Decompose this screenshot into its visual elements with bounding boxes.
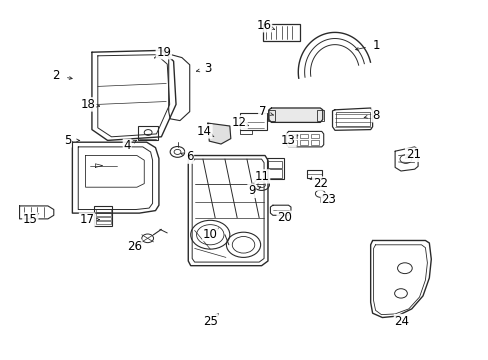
Bar xyxy=(94,206,112,226)
Bar xyxy=(268,161,281,168)
Text: 6: 6 xyxy=(185,150,193,163)
Text: 5: 5 xyxy=(63,134,71,147)
Text: 9: 9 xyxy=(247,184,255,197)
Text: 1: 1 xyxy=(372,39,380,51)
Bar xyxy=(96,213,110,216)
Text: 7: 7 xyxy=(258,105,266,118)
Bar xyxy=(263,24,299,41)
Text: 8: 8 xyxy=(371,109,379,122)
Bar xyxy=(267,110,275,121)
Text: 12: 12 xyxy=(232,116,246,129)
Bar xyxy=(268,169,281,178)
Bar xyxy=(266,158,283,179)
Text: 16: 16 xyxy=(256,19,271,32)
Text: 3: 3 xyxy=(203,62,211,75)
Bar xyxy=(239,130,251,134)
Text: 18: 18 xyxy=(81,98,95,111)
Bar xyxy=(300,134,307,138)
Bar xyxy=(96,209,110,212)
Bar xyxy=(310,134,318,138)
Text: 15: 15 xyxy=(23,213,38,226)
Text: 11: 11 xyxy=(254,170,269,183)
Text: 2: 2 xyxy=(52,69,60,82)
Bar xyxy=(310,140,318,145)
Text: 26: 26 xyxy=(127,240,142,253)
Bar xyxy=(336,112,369,126)
Text: 21: 21 xyxy=(405,148,420,161)
Text: 20: 20 xyxy=(277,211,291,224)
Bar xyxy=(300,140,307,145)
Text: 4: 4 xyxy=(123,139,131,152)
Text: 17: 17 xyxy=(80,213,94,226)
Text: 10: 10 xyxy=(203,228,217,240)
Bar xyxy=(239,113,266,130)
Polygon shape xyxy=(268,108,322,122)
Text: 22: 22 xyxy=(312,177,327,190)
Text: 24: 24 xyxy=(394,315,408,328)
Text: 23: 23 xyxy=(321,193,335,206)
Text: 14: 14 xyxy=(197,125,211,138)
Text: 25: 25 xyxy=(203,315,217,328)
Bar xyxy=(316,110,324,121)
Bar xyxy=(306,170,321,178)
Bar xyxy=(96,221,110,224)
Polygon shape xyxy=(207,123,230,144)
Bar xyxy=(289,140,297,145)
Bar xyxy=(138,126,158,140)
Bar xyxy=(289,134,297,138)
Bar xyxy=(96,217,110,220)
Text: 13: 13 xyxy=(281,134,295,147)
Text: 19: 19 xyxy=(156,46,171,59)
